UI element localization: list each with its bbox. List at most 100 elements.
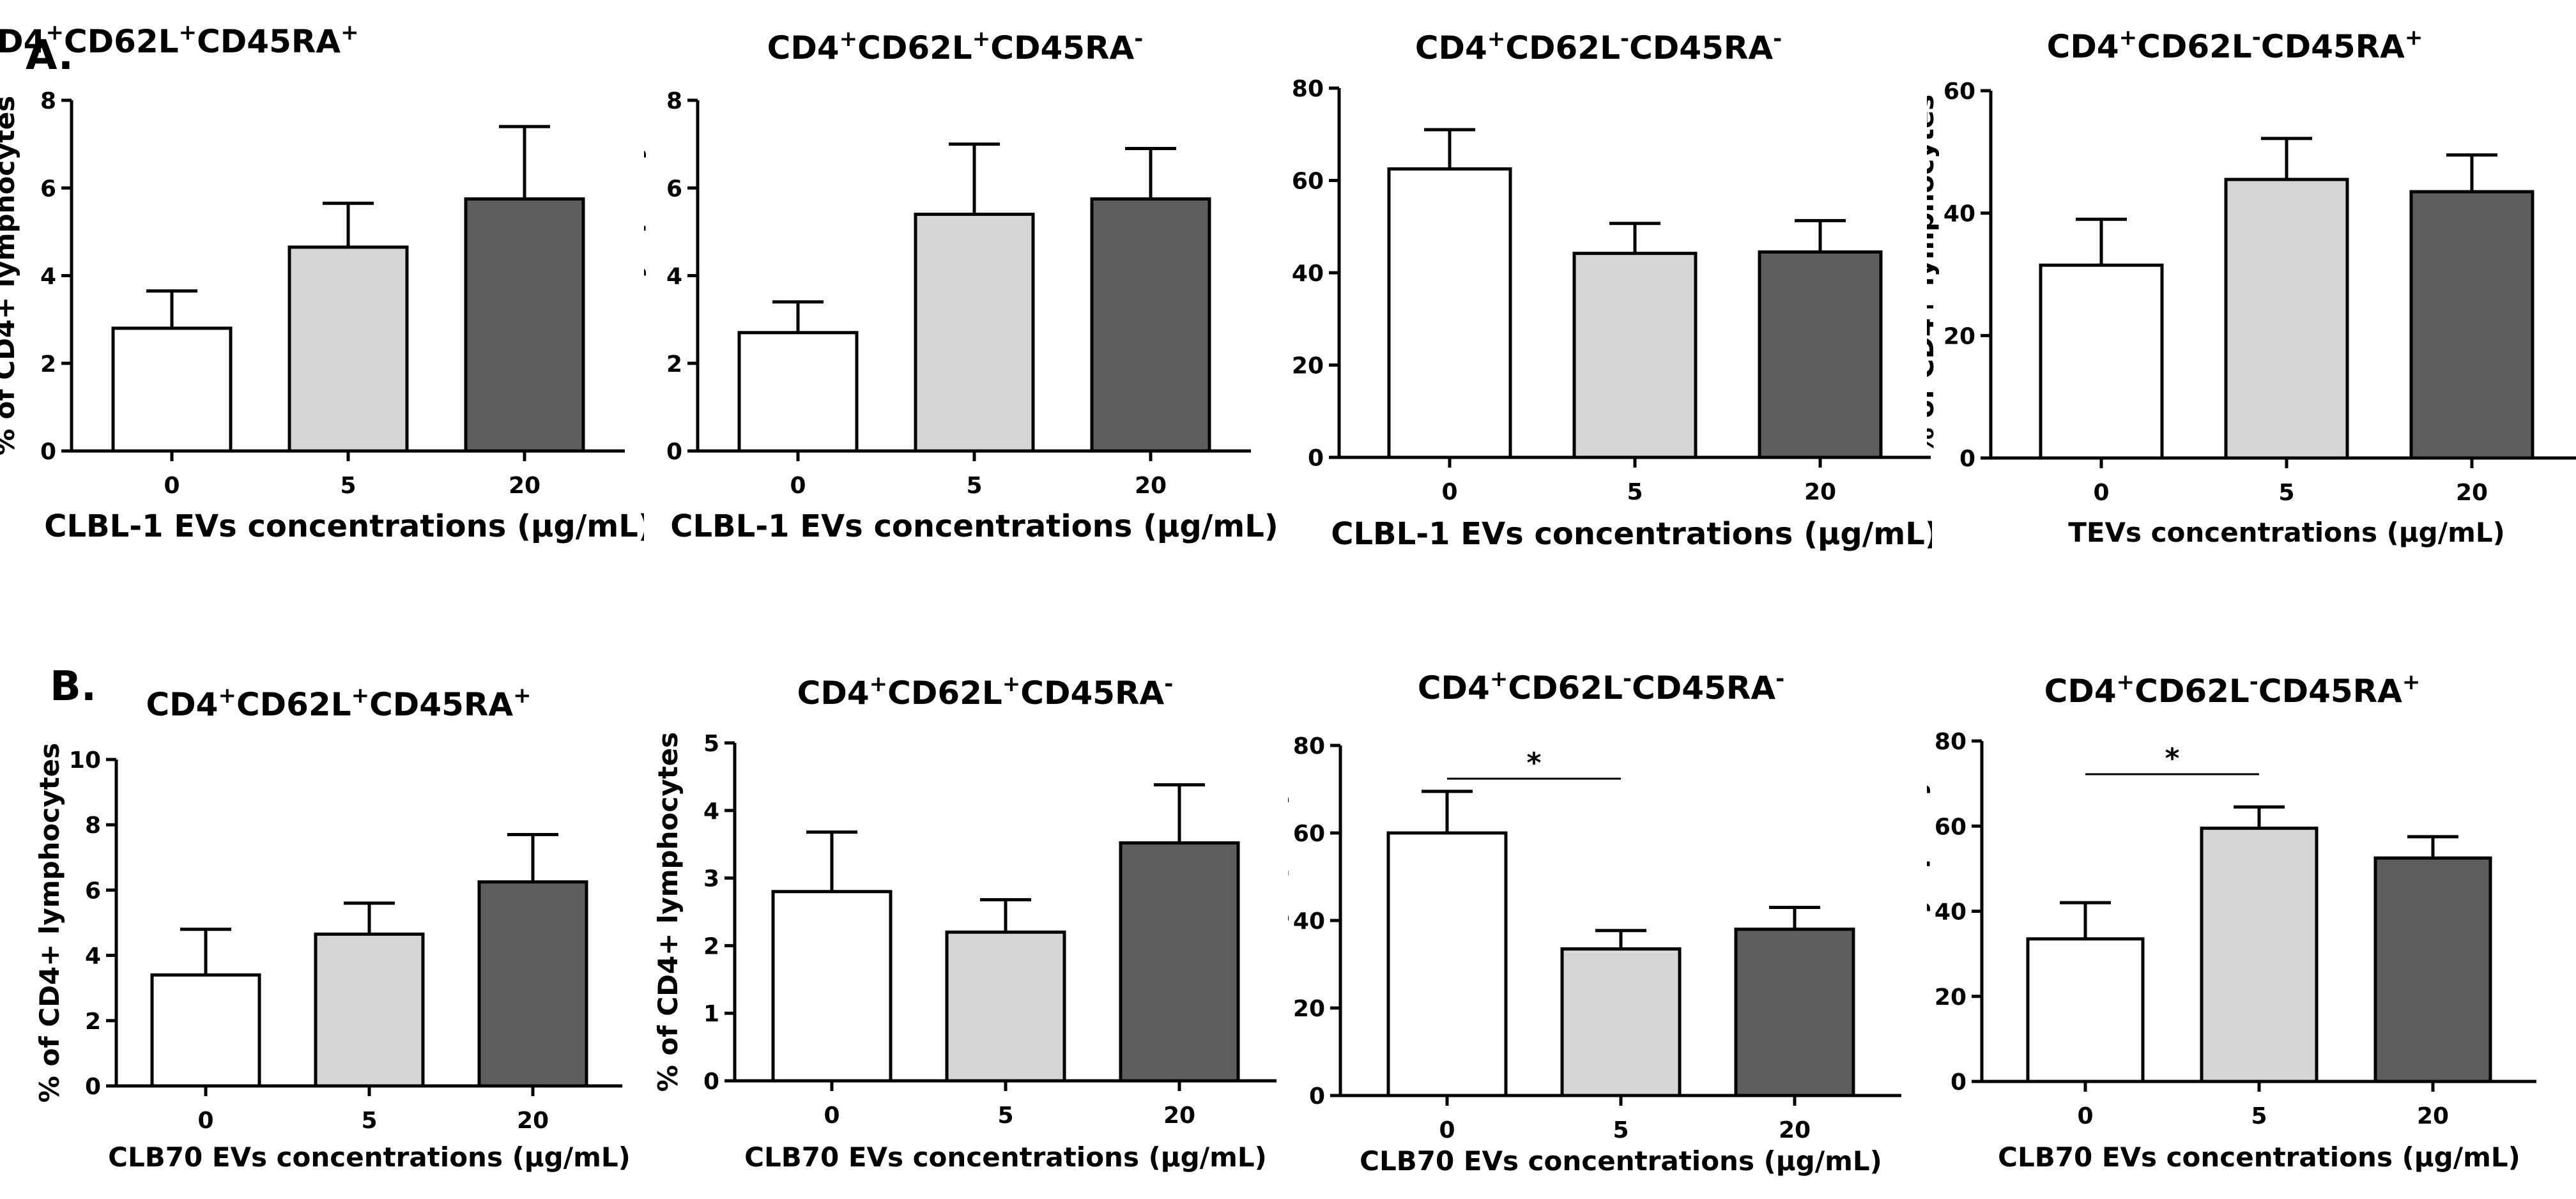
panel-letter-b: B. [50, 663, 97, 710]
x-tick-label: 20 [1135, 473, 1167, 499]
y-tick-label: 10 [69, 747, 101, 774]
bar-20 [1758, 250, 1883, 459]
x-tick-label: 20 [2456, 480, 2488, 506]
y-tick-label: 0 [40, 439, 56, 465]
y-tick-label: 2 [666, 351, 682, 378]
x-tick-label: 20 [2417, 1103, 2449, 1129]
y-tick-label: 6 [40, 176, 56, 202]
bar-0 [2039, 263, 2164, 460]
bar-0 [771, 890, 893, 1083]
y-axis-label: % of CD4+ lymphocytes [652, 732, 684, 1092]
x-tick-label: 5 [361, 1108, 377, 1134]
bar-5 [2224, 178, 2349, 460]
chart-title: CD4+CD62L+CD45RA+ [0, 20, 359, 60]
panel-letter-a: A. [26, 32, 74, 79]
y-tick-label: 20 [1293, 996, 1325, 1022]
y-tick-label: 0 [666, 439, 682, 465]
x-tick-label: 20 [509, 473, 540, 499]
y-axis-label: % of CD4+ lymphocytes [34, 743, 65, 1103]
significance-star: * [1526, 747, 1541, 779]
x-tick-label: 20 [1779, 1117, 1811, 1143]
x-tick-label: 5 [1627, 479, 1643, 505]
x-tick-label: 0 [2077, 1103, 2093, 1129]
x-tick-label: 5 [966, 473, 982, 499]
x-tick-label: 5 [1613, 1117, 1629, 1143]
x-tick-label: 5 [340, 473, 356, 499]
y-axis-label: % of CD4+ lymphocytes [1927, 95, 1940, 454]
chart-b3: CD4+CD62L-CD45RA- 0 20 40 60 80 % of CD4+ lymp… [1288, 666, 1901, 1177]
y-tick-label: 0 [1951, 1069, 1966, 1096]
bar-5 [288, 245, 409, 453]
x-tick-label: 0 [790, 473, 806, 499]
y-tick-label: 8 [666, 88, 682, 114]
y-tick-label: 60 [1935, 814, 1966, 840]
x-tick-label: 0 [2093, 480, 2109, 506]
x-axis-label: CLBL-1 EVs concentrations (µg/mL) [44, 508, 644, 544]
chart-title: CD4+CD62L-CD45RA- [1418, 666, 1784, 706]
x-axis-label: CLB70 EVs concentrations (µg/mL) [744, 1142, 1267, 1173]
y-tick-label: 6 [666, 176, 682, 202]
bar-0 [150, 973, 261, 1088]
chart-a2: CD4+CD62L+CD45RA- 0 2 4 6 8 % of CD4+ lymphocy… [644, 26, 1278, 544]
bar-20 [1090, 197, 1211, 453]
y-tick-label: 0 [1308, 445, 1324, 471]
bar-0 [2026, 937, 2145, 1083]
x-axis-label: CLB70 EVs concentrations (µg/mL) [1998, 1142, 2520, 1173]
bar-20 [464, 197, 585, 453]
bar-5 [1572, 252, 1698, 459]
y-axis-label: % of CD4+ lymphocytes [1927, 731, 1931, 1091]
x-tick-label: 0 [1439, 1117, 1455, 1143]
y-tick-label: 1 [703, 1001, 719, 1027]
y-tick-label: 60 [1943, 79, 1975, 105]
y-tick-label: 8 [85, 813, 101, 839]
y-tick-label: 8 [40, 88, 56, 114]
bar-5 [2200, 827, 2319, 1083]
x-axis-label: CLB70 EVs concentrations (µg/mL) [1360, 1145, 1882, 1177]
x-tick-label: 0 [1441, 479, 1457, 505]
bar-0 [1387, 167, 1512, 459]
x-axis-label: CLBL-1 EVs concentrations (µg/mL) [670, 508, 1278, 544]
bar-5 [914, 212, 1035, 453]
chart-title: CD4+CD62L-CD45RA- [1415, 26, 1782, 66]
bar-20 [2409, 190, 2534, 460]
x-axis-label: CLB70 EVs concentrations (µg/mL) [108, 1142, 631, 1173]
bar-20 [2373, 856, 2492, 1083]
y-tick-label: 4 [703, 798, 719, 825]
y-tick-label: 4 [666, 264, 682, 290]
x-axis-label: CLBL-1 EVs concentrations (µg/mL) [1331, 516, 1932, 552]
y-tick-label: 2 [703, 933, 719, 959]
y-tick-label: 0 [703, 1069, 719, 1095]
x-tick-label: 20 [1804, 479, 1836, 505]
bar-0 [1386, 831, 1508, 1097]
y-tick-label: 80 [1293, 733, 1325, 760]
y-tick-label: 2 [40, 351, 56, 378]
bar-5 [314, 932, 425, 1088]
chart-title: CD4+CD62L-CD45RA+ [2044, 669, 2421, 710]
chart-title: CD4+CD62L+CD45RA- [797, 671, 1174, 712]
significance-star: * [2165, 742, 2179, 775]
y-tick-label: 40 [1935, 899, 1966, 926]
y-tick-label: 0 [85, 1074, 101, 1100]
chart-a4: CD4+CD62L-CD45RA+ 0 20 40 60% of CD4+ lympho… [1927, 25, 2576, 548]
bar-20 [1119, 841, 1240, 1083]
y-tick-label: 4 [40, 264, 56, 290]
y-tick-label: 60 [1292, 169, 1324, 195]
x-tick-label: 5 [997, 1103, 1013, 1129]
chart-title: CD4+CD62L+CD45RA+ [146, 683, 531, 723]
y-axis-label: % of CD4+ lymphocytes [1288, 740, 1289, 1100]
bar-0 [111, 326, 233, 453]
x-tick-label: 20 [1163, 1103, 1195, 1129]
y-axis-label: % of CD4+ lymphocytes [644, 96, 647, 455]
x-tick-label: 0 [197, 1108, 213, 1134]
bar-0 [737, 331, 859, 453]
y-tick-label: 4 [85, 943, 101, 970]
chart-b4: CD4+CD62L-CD45RA+ 0 20 40 60 80 % of CD4+ lymp… [1927, 669, 2536, 1173]
bar-5 [945, 930, 1066, 1083]
x-tick-label: 20 [517, 1108, 549, 1134]
y-tick-label: 20 [1292, 353, 1324, 379]
y-tick-label: 40 [1293, 908, 1325, 935]
y-tick-label: 0 [1959, 446, 1975, 472]
chart-b2: CD4+CD62L+CD45RA- 0 1 2 3 4 5 % of CD4+ lymphoc… [652, 671, 1276, 1173]
